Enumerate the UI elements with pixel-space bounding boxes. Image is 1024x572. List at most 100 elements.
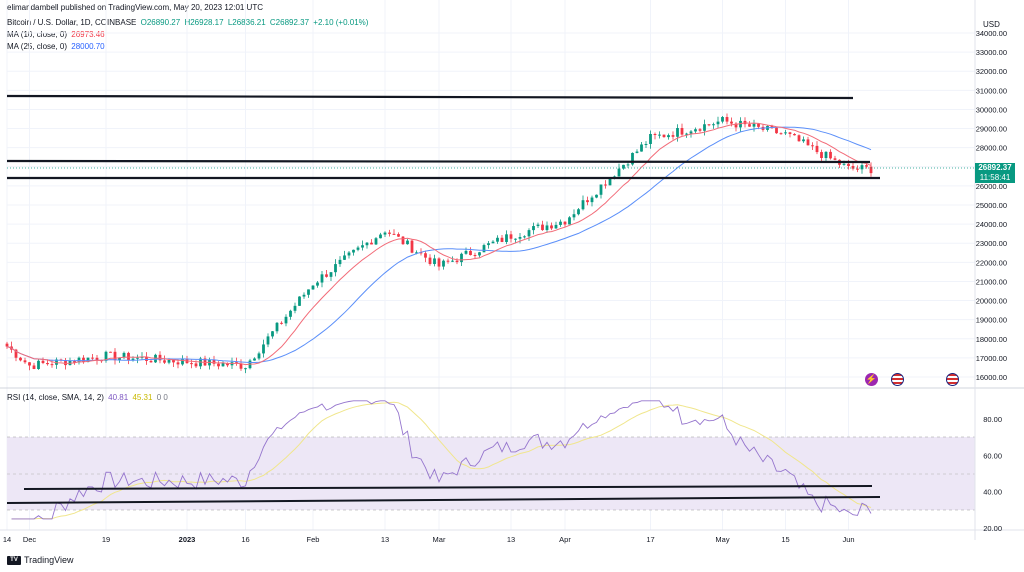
ma25-legend[interactable]: MA (25, close, 0) 28000.70 (7, 42, 105, 52)
rsi-trendline-lower[interactable] (6, 496, 881, 504)
price-tick-label: 34000.00 (976, 29, 1007, 38)
candle-up (136, 357, 139, 359)
candle-down (455, 260, 459, 263)
candle-down (46, 362, 49, 365)
candle-down (82, 357, 85, 363)
candle-up (293, 305, 297, 311)
candle-down (50, 364, 54, 366)
candle-up (514, 238, 517, 240)
candle-up (415, 252, 418, 254)
candle-up (131, 358, 135, 361)
candle-down (410, 240, 414, 253)
rsi-tick-label: 80.00 (983, 415, 1002, 424)
candle-up (622, 164, 625, 169)
candle-up (257, 353, 261, 359)
candle-down (550, 225, 553, 229)
candle-up (334, 264, 337, 273)
candle-up (545, 225, 549, 231)
candle-up (658, 134, 661, 136)
candle-up (752, 123, 756, 127)
candle-up (460, 253, 463, 263)
candle-up (271, 331, 274, 337)
price-tick-label: 21000.00 (976, 277, 1007, 286)
time-tick-label: Dec (23, 535, 37, 544)
candle-up (595, 194, 598, 198)
rsi-extra: 0 0 (156, 393, 168, 402)
ma10-label: MA (10, close, 0) (7, 30, 68, 39)
candle-up (55, 359, 58, 365)
candle-down (401, 236, 405, 245)
rsi-ma-line (11, 401, 872, 520)
candle-up (667, 135, 670, 138)
candle-down (829, 151, 832, 159)
candle-up (784, 132, 787, 134)
candle-down (217, 363, 220, 367)
price-tick-label: 24000.00 (976, 220, 1007, 229)
time-axis[interactable]: 14 Dec 19 2023 16 Feb 13 Mar 13 Apr 17 May 15 Jun (3, 535, 855, 544)
candle-up (347, 252, 351, 256)
brand-name: TradingView (24, 555, 74, 565)
candle-up (365, 242, 369, 246)
candle-down (397, 234, 400, 237)
candle-down (5, 343, 9, 347)
price-tick-label: 18000.00 (976, 335, 1007, 344)
ma10-legend[interactable]: MA (10, close, 0) 26973.46 (7, 30, 105, 40)
rsi-legend[interactable]: RSI (14, close, SMA, 14, 2) 40.81 45.31 … (7, 393, 168, 403)
candle-up (352, 249, 355, 253)
rsi-line (11, 400, 872, 520)
candle-up (442, 260, 445, 267)
price-tick-label: 31000.00 (976, 86, 1007, 95)
candle-up (626, 164, 630, 166)
lightning-icon[interactable]: ⚡ (865, 373, 878, 386)
candle-up (860, 165, 864, 170)
candle-down (437, 258, 441, 267)
candle-down (23, 360, 27, 363)
price-tick-label: 17000.00 (976, 354, 1007, 363)
candle-down (680, 128, 684, 135)
candle-down (865, 165, 868, 167)
candle-down (806, 139, 810, 146)
price-tick-label: 16000.00 (976, 373, 1007, 382)
candle-up (590, 197, 594, 203)
candle-down (158, 354, 162, 361)
candle-up (464, 250, 468, 254)
time-tick-label: Feb (307, 535, 320, 544)
candle-down (811, 145, 814, 147)
candle-up (676, 128, 679, 137)
candle-down (820, 152, 823, 159)
candle-up (302, 294, 306, 297)
price-tick-label: 22000.00 (976, 258, 1007, 267)
ma25-label: MA (25, close, 0) (7, 42, 68, 51)
candle-up (181, 358, 184, 365)
support-line-upper[interactable] (6, 159, 871, 164)
candle-down (73, 360, 76, 363)
price-tick-label: 25000.00 (976, 201, 1007, 210)
rsi-axis[interactable]: 80.00 60.00 40.00 20.00 (983, 415, 1002, 533)
time-tick-label: Jun (842, 535, 854, 544)
us-flag-icon[interactable] (946, 373, 959, 386)
candle-up (608, 177, 612, 186)
candle-up (689, 131, 693, 134)
us-flag-icon[interactable] (891, 373, 904, 386)
candle-up (617, 168, 621, 177)
last-price-value: 26892.37 (978, 163, 1012, 172)
candle-up (577, 209, 580, 215)
rsi-tick-label: 40.00 (983, 488, 1002, 497)
candle-down (239, 363, 243, 369)
candle-up (599, 184, 603, 195)
resistance-line[interactable] (6, 94, 854, 100)
price-tick-label: 30000.00 (976, 105, 1007, 114)
candle-up (104, 351, 108, 361)
candle-up (496, 237, 499, 242)
candle-down (370, 242, 373, 245)
candle-up (721, 117, 724, 122)
price-axis[interactable]: 34000.00 33000.00 32000.00 31000.00 30000.00… (976, 29, 1007, 382)
rsi-ma-value: 45.31 (132, 393, 153, 402)
tradingview-logo[interactable]: TV TradingView (7, 555, 74, 565)
rsi-tick-label: 20.00 (983, 524, 1002, 533)
candles (5, 113, 873, 374)
rsi-trendline-upper[interactable] (23, 485, 873, 490)
price-tick-label: 29000.00 (976, 125, 1007, 134)
time-tick-label: 19 (102, 535, 110, 544)
